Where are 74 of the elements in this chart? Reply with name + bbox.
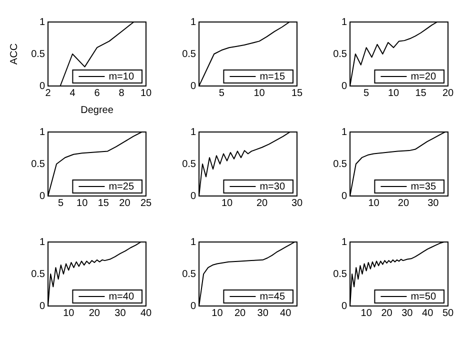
x-tick-label: 40	[422, 308, 434, 319]
y-tick-label: 1	[39, 16, 46, 28]
x-tick-label: 5	[218, 88, 225, 99]
x-tick-label: 15	[98, 198, 110, 209]
y-tick-label: 0.5	[333, 48, 348, 60]
legend-label: m=45	[260, 291, 286, 302]
x-tick-label: 30	[257, 308, 269, 319]
x-tick-label: 30	[402, 308, 414, 319]
legend-label: m=20	[410, 71, 436, 82]
x-tick-label: 10	[254, 88, 266, 99]
x-tick-label: 10	[63, 308, 75, 319]
y-tick-label: 0	[39, 80, 46, 92]
y-tick-label: 0	[190, 190, 196, 202]
x-tick-label: 8	[118, 88, 125, 99]
legend-label: m=10	[108, 71, 134, 82]
y-tick-label: 1	[39, 236, 46, 248]
y-tick-label: 0.5	[333, 268, 348, 280]
y-tick-label: 0	[39, 300, 46, 312]
y-axis-title: ACC	[8, 43, 20, 65]
y-tick-label: 0.5	[31, 268, 46, 280]
y-tick-label: 0.5	[333, 158, 348, 170]
x-tick-label: 30	[428, 198, 440, 209]
y-tick-label: 1	[39, 126, 46, 138]
x-tick-label: 25	[140, 198, 152, 209]
x-tick-label: 20	[119, 198, 131, 209]
y-tick-label: 0.5	[182, 48, 196, 60]
x-tick-label: 2	[45, 88, 52, 99]
x-tick-label: 6	[94, 88, 100, 99]
y-tick-label: 0.5	[182, 158, 196, 170]
x-tick-label: 20	[442, 88, 454, 99]
x-tick-label: 30	[114, 308, 126, 319]
x-axis-title: Degree	[80, 104, 114, 116]
y-tick-label: 0	[341, 80, 348, 92]
x-tick-label: 20	[256, 198, 268, 209]
y-tick-label: 0.5	[182, 268, 196, 280]
y-tick-label: 1	[341, 16, 348, 28]
y-tick-label: 0	[190, 80, 196, 92]
x-tick-label: 15	[415, 88, 427, 99]
x-tick-label: 20	[234, 308, 246, 319]
x-tick-label: 20	[398, 198, 410, 209]
x-tick-label: 10	[76, 198, 88, 209]
y-tick-label: 0	[341, 190, 348, 202]
x-tick-label: 4	[70, 88, 76, 99]
legend-label: m=30	[260, 181, 286, 192]
x-tick-label: 10	[388, 88, 400, 99]
y-tick-label: 0	[39, 190, 46, 202]
y-tick-label: 1	[341, 236, 348, 248]
x-tick-label: 50	[442, 308, 454, 319]
x-tick-label: 30	[291, 198, 303, 209]
y-tick-label: 1	[190, 16, 196, 28]
legend-label: m=35	[410, 181, 436, 192]
x-tick-label: 5	[58, 198, 64, 209]
x-tick-label: 15	[291, 88, 303, 99]
x-tick-label: 5	[364, 88, 370, 99]
legend-label: m=15	[260, 71, 286, 82]
y-tick-label: 0.5	[31, 158, 46, 170]
y-tick-label: 0	[190, 300, 196, 312]
y-tick-label: 1	[190, 126, 196, 138]
y-tick-label: 1	[341, 126, 348, 138]
y-tick-label: 1	[190, 236, 196, 248]
legend-label: m=25	[108, 181, 134, 192]
x-tick-label: 10	[221, 198, 233, 209]
x-tick-label: 10	[212, 308, 224, 319]
x-tick-label: 10	[140, 88, 152, 99]
x-tick-label: 20	[381, 308, 393, 319]
legend-label: m=50	[410, 291, 436, 302]
x-tick-label: 40	[140, 308, 152, 319]
x-tick-label: 40	[280, 308, 292, 319]
x-tick-label: 10	[368, 198, 380, 209]
x-tick-label: 20	[88, 308, 100, 319]
x-tick-label: 10	[360, 308, 372, 319]
y-tick-label: 0.5	[31, 48, 46, 60]
legend-label: m=40	[108, 291, 134, 302]
y-tick-label: 0	[341, 300, 348, 312]
